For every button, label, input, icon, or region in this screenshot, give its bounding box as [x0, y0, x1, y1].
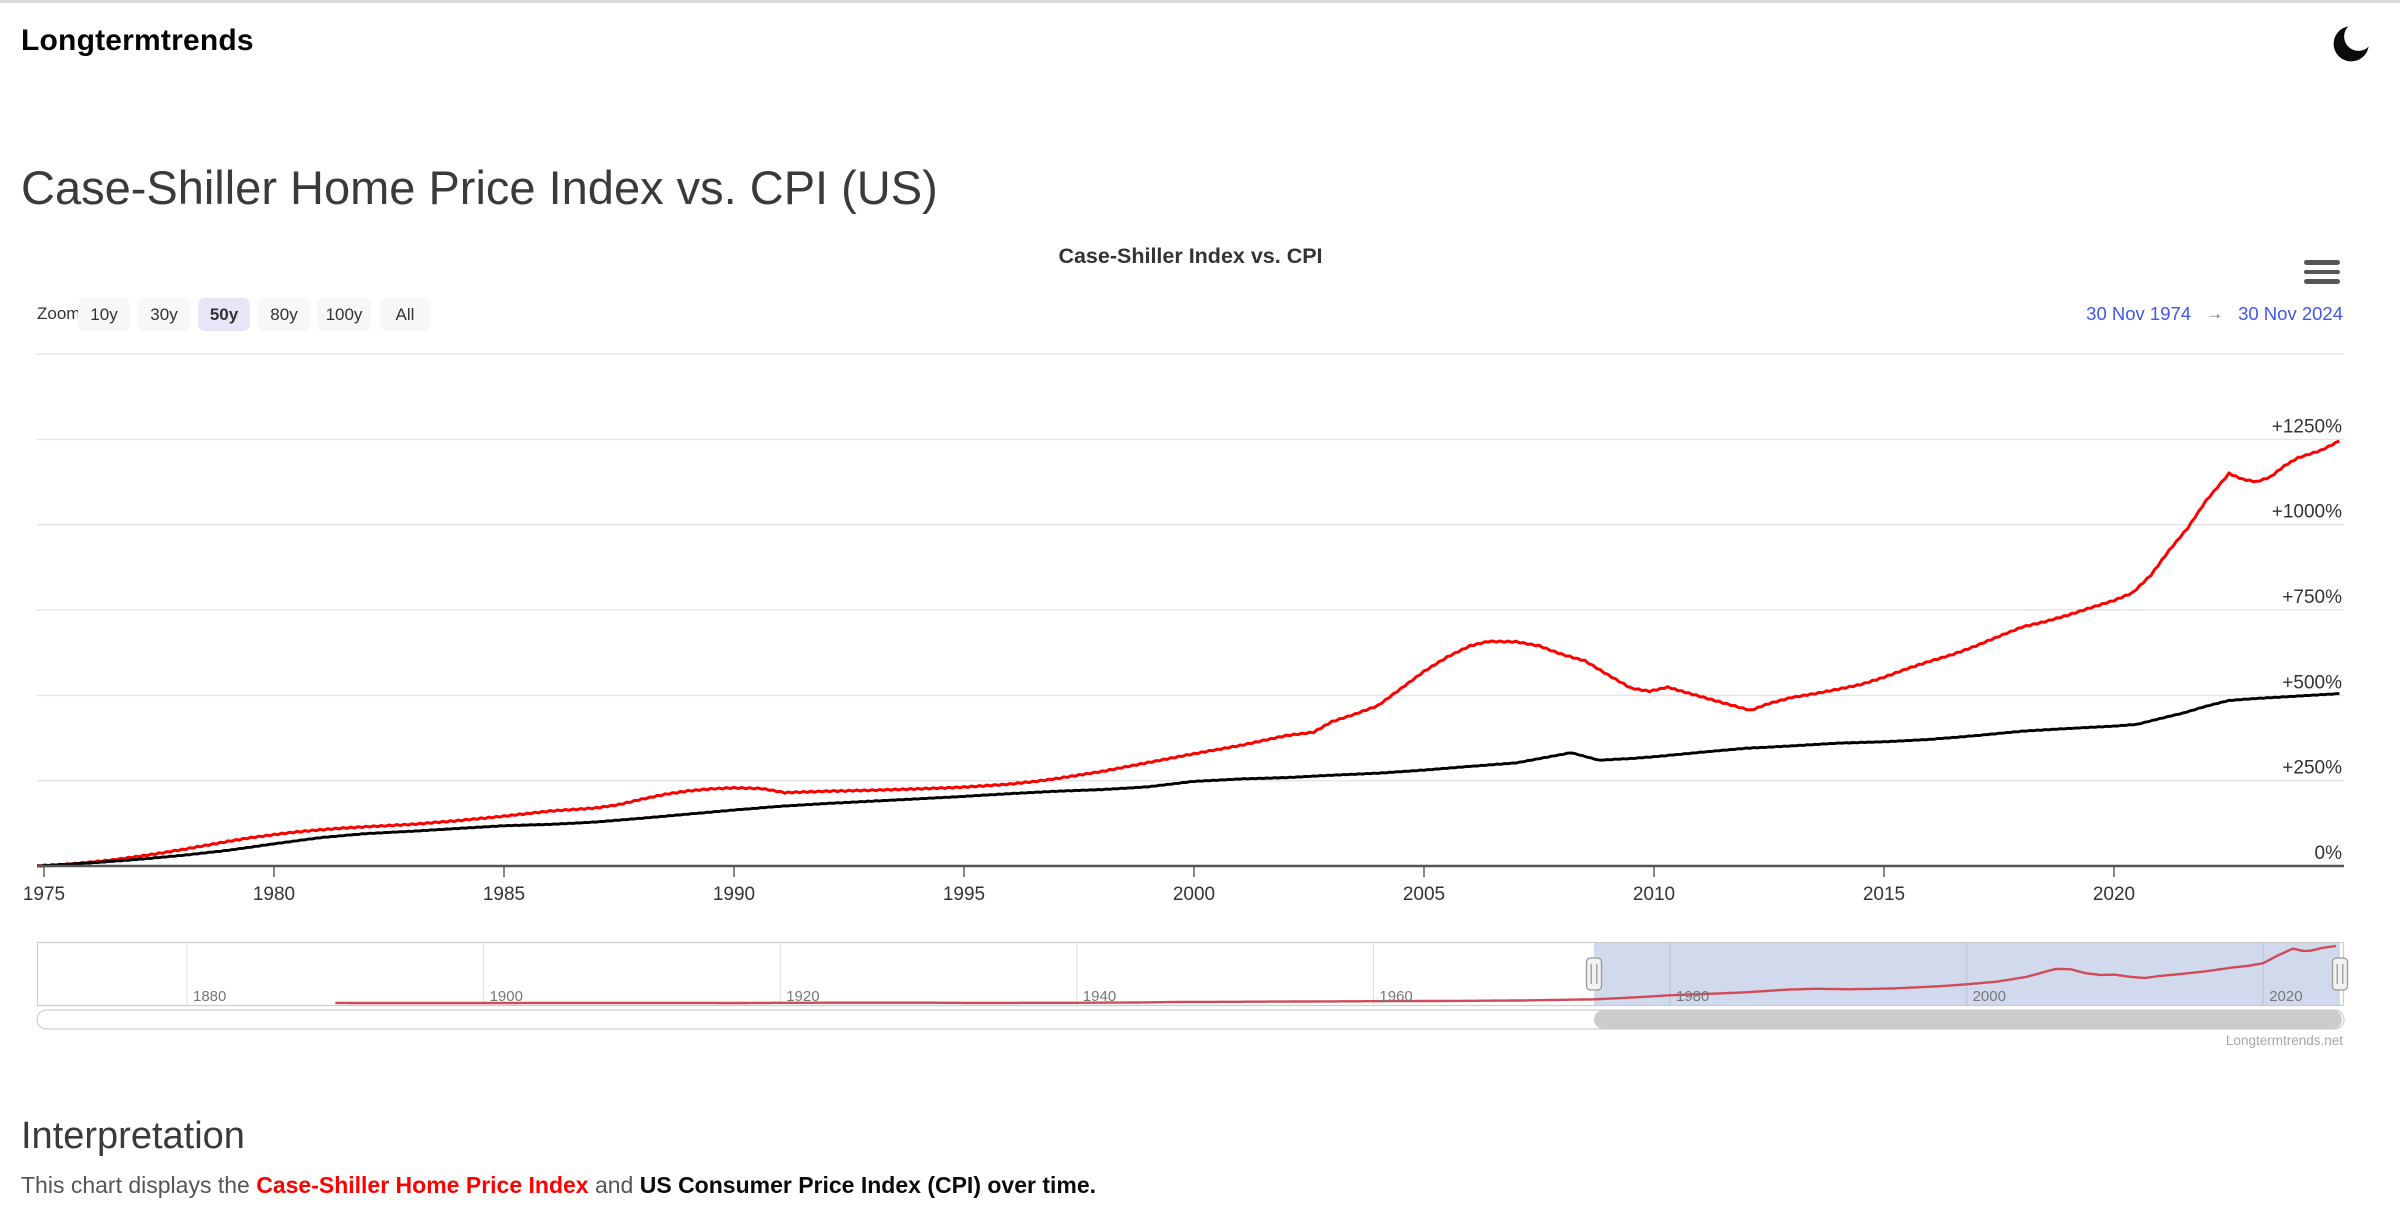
text-segment-case-shiller: Case-Shiller Home Price Index	[256, 1172, 589, 1198]
chart-title: Case-Shiller Index vs. CPI	[1058, 244, 1323, 268]
date-to-input[interactable]: 30 Nov 2024	[2238, 303, 2343, 324]
y-axis-label: +750%	[2282, 587, 2342, 608]
hamburger-icon	[2304, 269, 2340, 275]
x-axis-label: 1975	[23, 884, 65, 905]
x-axis-label: 2000	[1173, 884, 1215, 905]
range-selector-label: Zoom	[37, 304, 81, 323]
navigator-year-label: 1880	[193, 988, 226, 1005]
x-axis-label: 2020	[2093, 884, 2135, 905]
zoom-button-all[interactable]: All	[380, 298, 430, 331]
x-axis-label: 2005	[1403, 884, 1445, 905]
chart-menu-button[interactable]	[2304, 260, 2342, 286]
page-title: Case-Shiller Home Price Index vs. CPI (U…	[21, 161, 938, 215]
navigator-year-label: 1900	[490, 988, 523, 1005]
navigator-left-handle[interactable]	[1585, 957, 1603, 991]
top-strip	[0, 0, 2400, 3]
navigator-year-label: 1960	[1379, 988, 1412, 1005]
y-axis-label: +500%	[2282, 672, 2342, 693]
navigator-series-line	[335, 944, 2337, 1005]
x-axis-label: 1980	[253, 884, 295, 905]
navigator-year-label: 1940	[1083, 988, 1116, 1005]
interpretation-text: This chart displays the Case-Shiller Hom…	[21, 1172, 1096, 1199]
x-axis-label: 2015	[1863, 884, 1905, 905]
case-shiller-line	[36, 439, 2340, 868]
dark-mode-toggle[interactable]	[2328, 20, 2374, 68]
site-logo[interactable]: Longtermtrends	[21, 24, 254, 57]
navigator-year-label: 1980	[1676, 988, 1709, 1005]
text-segment: and	[588, 1172, 640, 1198]
navigator-year-label: 1920	[786, 988, 819, 1005]
zoom-button-100y[interactable]: 100y	[317, 298, 371, 331]
moon-icon	[2333, 26, 2369, 62]
hamburger-icon	[2304, 279, 2340, 284]
y-axis-label: 0%	[2315, 843, 2343, 864]
date-from-input[interactable]: 30 Nov 1974	[2086, 303, 2192, 324]
x-axis-label: 1985	[483, 884, 525, 905]
text-segment-cpi: US Consumer Price Index (CPI) over time.	[639, 1172, 1097, 1198]
watermark: Longtermtrends.net	[2226, 1033, 2343, 1048]
cpi-line	[37, 692, 2340, 868]
zoom-button-10y[interactable]: 10y	[78, 298, 130, 331]
interpretation-heading: Interpretation	[21, 1114, 245, 1157]
x-axis-label: 1995	[943, 884, 985, 905]
x-axis-label: 1990	[713, 884, 755, 905]
plot-area[interactable]	[37, 354, 2344, 866]
y-axis-label: +250%	[2282, 758, 2342, 779]
navigator-year-label: 2020	[2269, 988, 2302, 1005]
hamburger-icon	[2304, 260, 2340, 265]
navigator-year-label: 2000	[1973, 988, 2006, 1005]
scrollbar-thumb[interactable]	[1594, 1010, 2342, 1029]
arrow-right-icon: →	[2206, 304, 2224, 323]
zoom-button-50y[interactable]: 50y	[198, 298, 250, 331]
y-axis-label: +1250%	[2272, 416, 2342, 437]
x-axis-label: 2010	[1633, 884, 1675, 905]
zoom-button-30y[interactable]: 30y	[138, 298, 190, 331]
zoom-button-80y[interactable]: 80y	[258, 298, 310, 331]
y-axis-label: +1000%	[2272, 502, 2342, 523]
date-range: 30 Nov 1974 → 30 Nov 2024	[2086, 303, 2343, 325]
text-segment: This chart displays the	[21, 1172, 257, 1198]
navigator-right-handle[interactable]	[2331, 957, 2349, 991]
